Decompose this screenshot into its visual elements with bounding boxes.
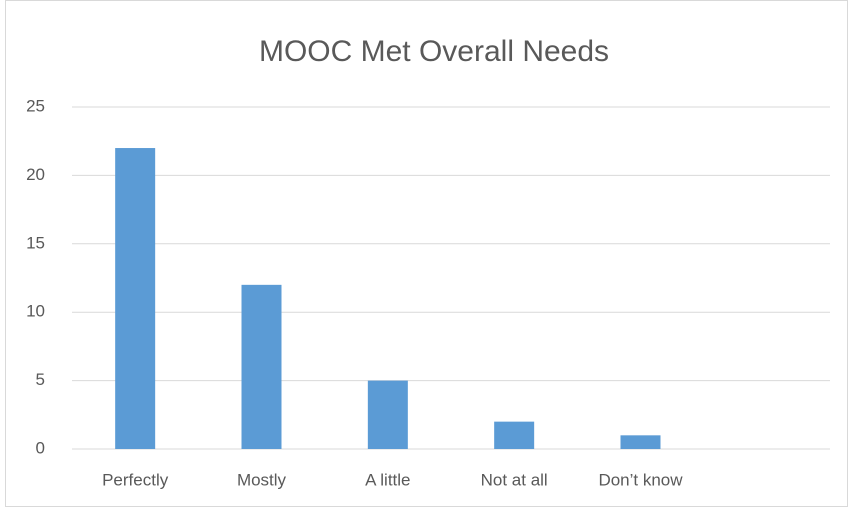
bar (620, 435, 661, 449)
x-tick-label: Perfectly (102, 470, 169, 489)
x-tick-label: Mostly (237, 470, 287, 489)
y-tick-label: 15 (26, 233, 45, 252)
y-tick-label: 10 (26, 302, 45, 321)
chart-title: MOOC Met Overall Needs (259, 35, 609, 68)
y-tick-label: 25 (26, 96, 45, 115)
bar (494, 421, 535, 449)
bar (367, 380, 408, 449)
x-tick-label: A little (365, 470, 410, 489)
bar (115, 148, 156, 450)
y-tick-label: 0 (36, 438, 45, 457)
y-tick-label: 20 (26, 165, 45, 184)
x-tick-label: Don’t know (598, 470, 683, 489)
y-tick-label: 5 (36, 370, 45, 389)
bar (241, 284, 282, 449)
x-tick-label: Not at all (481, 470, 548, 489)
